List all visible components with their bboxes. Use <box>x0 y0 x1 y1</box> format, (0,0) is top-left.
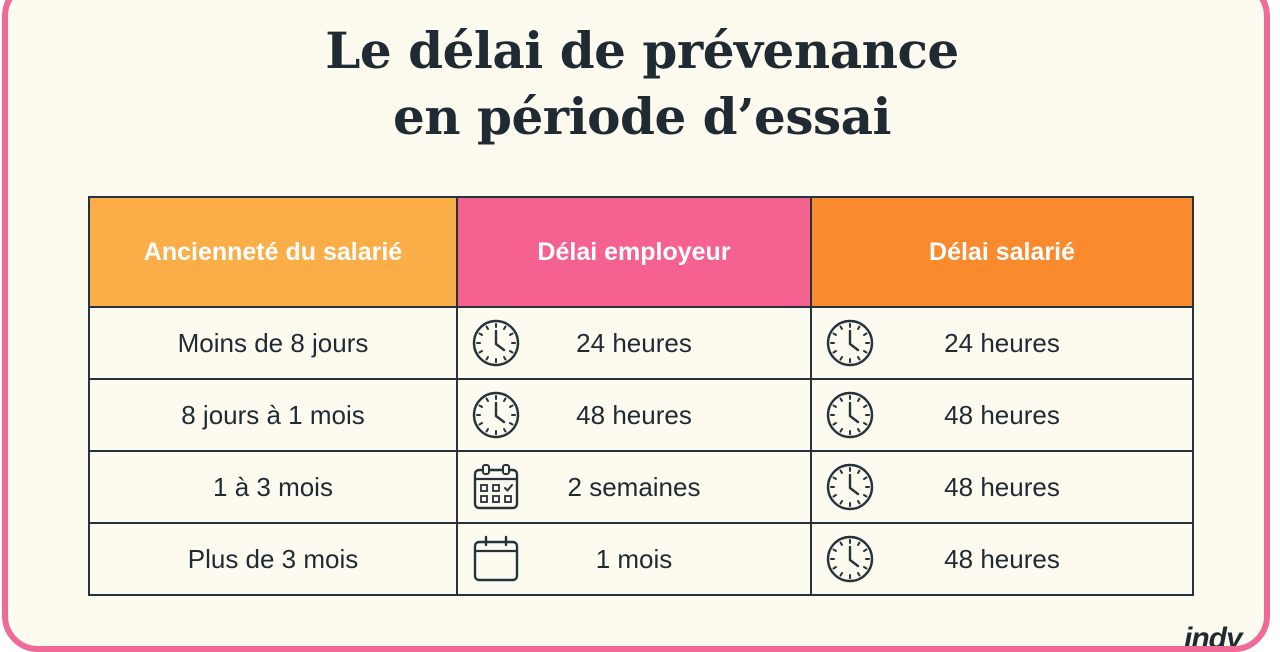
employer-delay-value: 2 semaines <box>567 471 701 502</box>
table-row: Moins de 8 jours 24 heures 24 heures <box>88 306 1194 380</box>
clock-icon <box>470 317 522 369</box>
clock-icon <box>470 389 522 441</box>
employer-delay-cell: 2 semaines <box>456 450 812 524</box>
seniority-cell: 8 jours à 1 mois <box>88 378 458 452</box>
clock-icon <box>824 533 876 585</box>
employer-delay-value: 24 heures <box>576 327 692 358</box>
table-header-row: Ancienneté du salarié Délai employeur Dé… <box>88 196 1194 308</box>
brand-logo: indy <box>1184 622 1243 652</box>
header-seniority: Ancienneté du salarié <box>88 196 458 308</box>
employer-delay-cell: 1 mois <box>456 522 812 596</box>
employee-delay-cell: 48 heures <box>810 522 1194 596</box>
header-employee-delay: Délai salarié <box>810 196 1194 308</box>
employer-delay-value: 48 heures <box>576 399 692 430</box>
clock-icon <box>824 317 876 369</box>
employee-delay-value: 48 heures <box>944 399 1060 430</box>
notice-period-table: Ancienneté du salarié Délai employeur Dé… <box>88 196 1194 596</box>
employee-delay-cell: 48 heures <box>810 378 1194 452</box>
page-title: Le délai de prévenance en période d’essa… <box>8 18 1264 150</box>
clock-icon <box>824 389 876 441</box>
seniority-cell: 1 à 3 mois <box>88 450 458 524</box>
seniority-cell: Moins de 8 jours <box>88 306 458 380</box>
employer-delay-value: 1 mois <box>595 543 673 574</box>
title-line-2: en période d’essai <box>392 87 892 146</box>
employee-delay-value: 24 heures <box>944 327 1060 358</box>
employee-delay-cell: 24 heures <box>810 306 1194 380</box>
employee-delay-value: 48 heures <box>944 543 1060 574</box>
employee-delay-value: 48 heures <box>944 471 1060 502</box>
header-employer-delay: Délai employeur <box>456 196 812 308</box>
table-row: 8 jours à 1 mois 48 heures 48 heures <box>88 378 1194 452</box>
employer-delay-cell: 24 heures <box>456 306 812 380</box>
employer-delay-cell: 48 heures <box>456 378 812 452</box>
table-row: 1 à 3 mois 2 semaines 48 heures <box>88 450 1194 524</box>
clock-icon <box>824 461 876 513</box>
table-row: Plus de 3 mois 1 mois 48 heures <box>88 522 1194 596</box>
calendar-grid-icon <box>470 461 522 513</box>
seniority-cell: Plus de 3 mois <box>88 522 458 596</box>
title-line-1: Le délai de prévenance <box>325 21 959 80</box>
employee-delay-cell: 48 heures <box>810 450 1194 524</box>
calendar-blank-icon <box>470 533 522 585</box>
